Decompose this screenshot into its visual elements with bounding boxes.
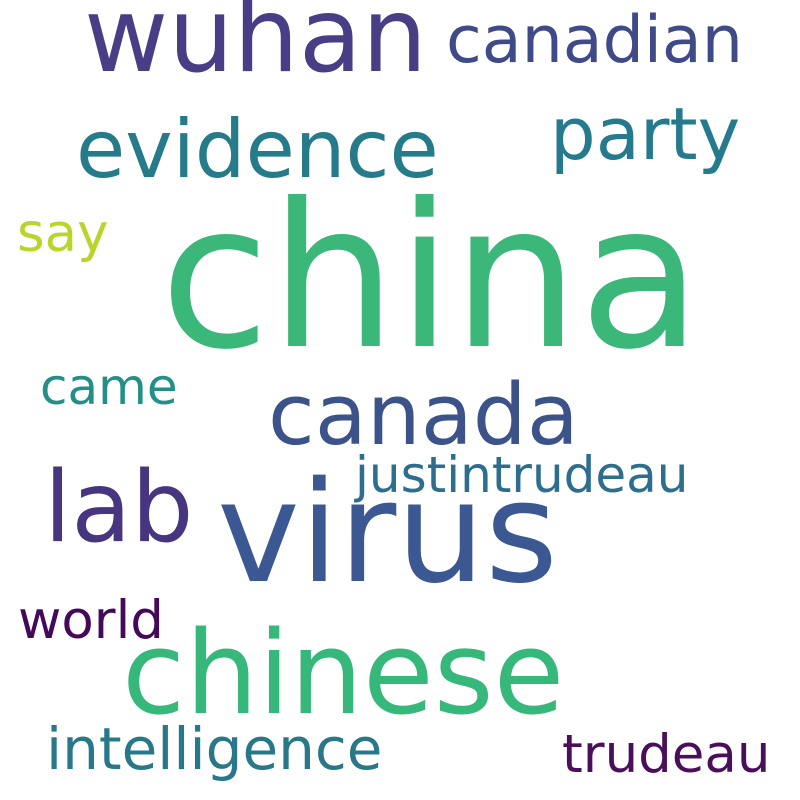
word-virus: virus — [217, 452, 558, 615]
word-chinese: chinese — [122, 607, 565, 741]
word-china: china — [160, 161, 702, 394]
word-came: came — [40, 358, 178, 416]
word-wuhan: wuhan — [84, 0, 428, 96]
word-canada: canada — [268, 366, 579, 465]
word-justintrudeau: justintrudeau — [355, 446, 689, 504]
word-canadian: canadian — [446, 3, 743, 78]
word-say: say — [17, 203, 109, 264]
word-world: world — [18, 590, 164, 651]
word-party: party — [550, 92, 741, 176]
word-lab: lab — [44, 451, 194, 565]
word-evidence: evidence — [76, 103, 439, 196]
word-trudeau: trudeau — [562, 724, 771, 785]
word-intelligence: intelligence — [46, 715, 383, 783]
